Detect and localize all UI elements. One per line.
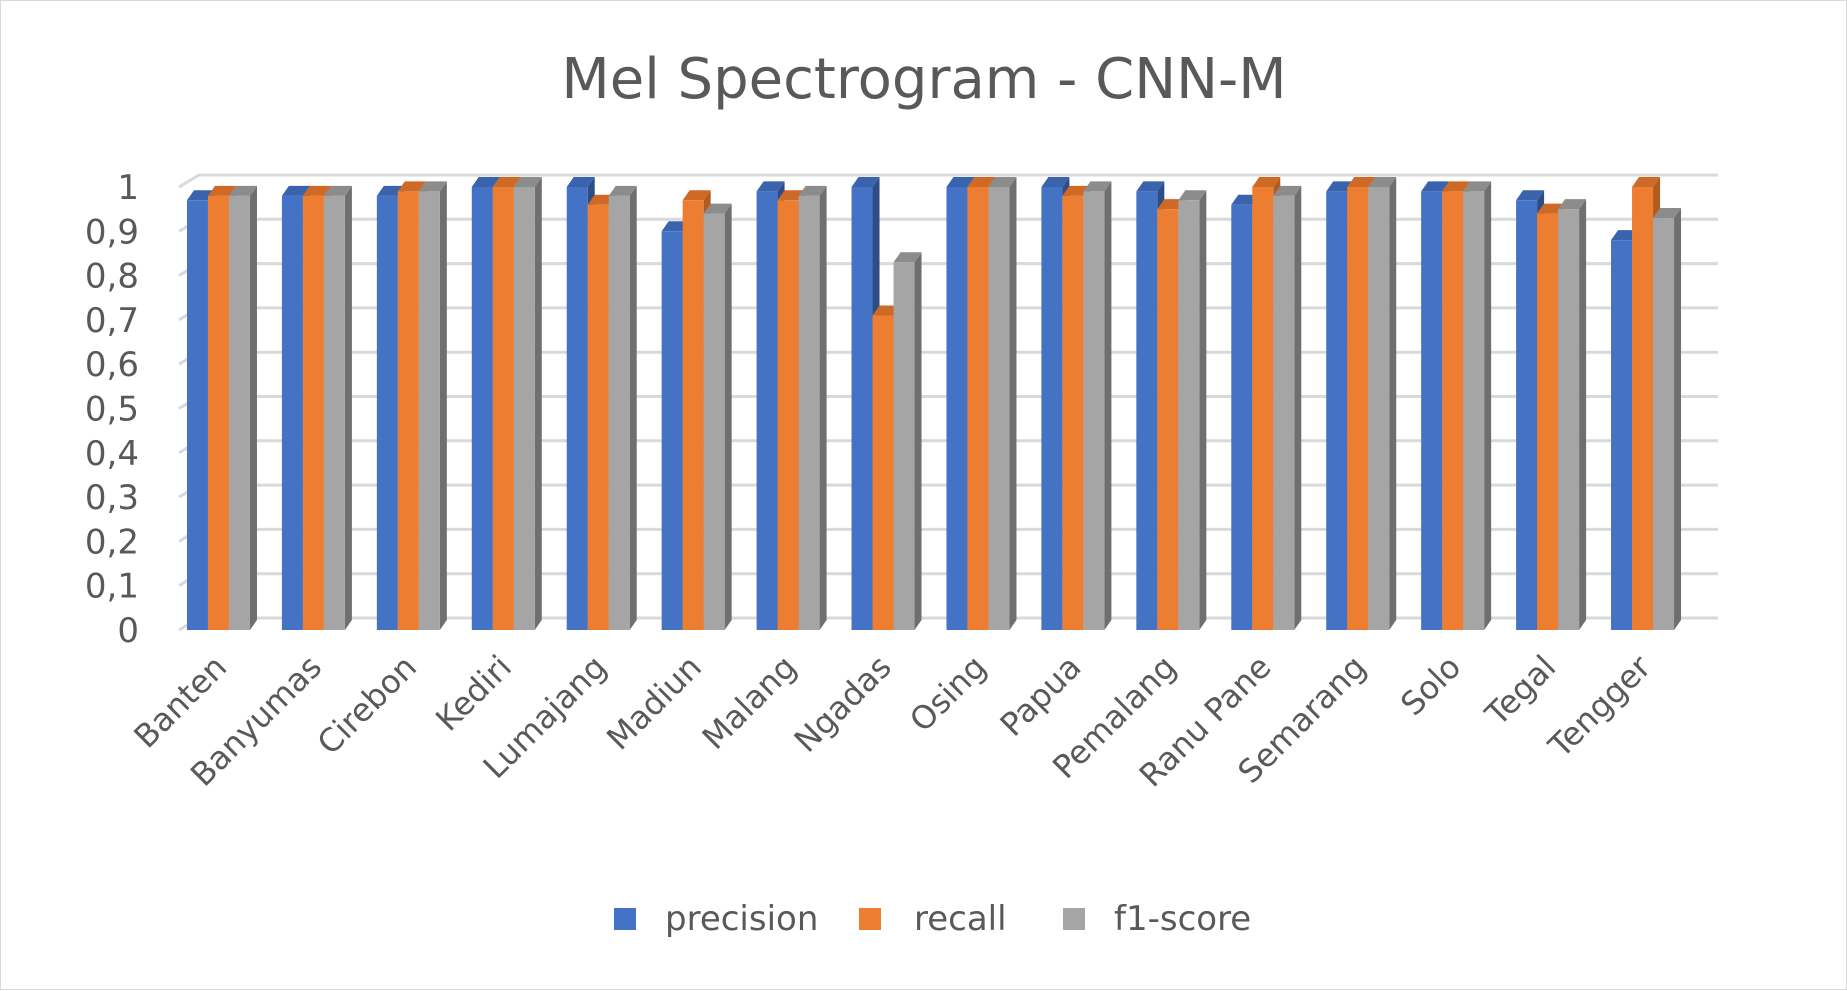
y-tick-label: 0,2 bbox=[85, 522, 139, 562]
x-tick-label: Kediri bbox=[428, 648, 519, 739]
y-axis-ticks: 00,1 0,20,30,40,5 0,60,70,8 0,91 bbox=[85, 168, 139, 651]
legend-label: f1-score bbox=[1114, 899, 1251, 939]
legend-label: precision bbox=[665, 899, 818, 939]
y-tick-label: 0 bbox=[117, 611, 139, 651]
y-tick-label: 0,4 bbox=[85, 434, 139, 474]
bar bbox=[1273, 185, 1302, 631]
x-tick-label: Malang bbox=[695, 648, 804, 757]
x-tick-label: Ngadas bbox=[787, 648, 899, 760]
legend-label: recall bbox=[914, 899, 1007, 939]
gridline bbox=[178, 173, 1718, 189]
bars bbox=[186, 177, 1682, 631]
x-tick-label: Osing bbox=[902, 648, 993, 739]
bar bbox=[1558, 199, 1587, 630]
x-tick-label: Tegal bbox=[1477, 648, 1563, 734]
bar bbox=[513, 177, 542, 630]
x-tick-label: Madiun bbox=[599, 648, 709, 758]
chart-title: Mel Spectrogram - CNN-M bbox=[561, 47, 1286, 112]
x-tick-label: Solo bbox=[1393, 648, 1468, 723]
bar bbox=[418, 181, 447, 630]
legend-swatch bbox=[859, 908, 881, 930]
y-tick-label: 0,6 bbox=[85, 345, 139, 385]
bar bbox=[988, 177, 1017, 630]
bar bbox=[1463, 181, 1492, 630]
bar bbox=[1083, 181, 1112, 630]
legend-swatch bbox=[1063, 908, 1085, 930]
bar bbox=[1178, 190, 1207, 631]
bar bbox=[323, 185, 352, 631]
y-tick-label: 0,3 bbox=[85, 478, 139, 518]
bar bbox=[608, 185, 637, 631]
x-tick-label: Cirebon bbox=[310, 648, 424, 762]
y-tick-label: 0,5 bbox=[85, 390, 139, 430]
y-tick-label: 0,1 bbox=[85, 567, 139, 607]
bar bbox=[228, 185, 257, 631]
legend-swatch bbox=[614, 908, 636, 930]
bar bbox=[703, 203, 732, 630]
bar bbox=[893, 252, 922, 630]
x-tick-label: Tengger bbox=[1540, 647, 1658, 765]
bar bbox=[1653, 208, 1682, 630]
y-tick-label: 0,8 bbox=[85, 257, 139, 297]
y-tick-label: 1 bbox=[117, 168, 139, 208]
y-tick-label: 0,7 bbox=[85, 301, 139, 341]
y-tick-label: 0,9 bbox=[85, 212, 139, 252]
bar bbox=[798, 185, 827, 631]
bar bbox=[1368, 177, 1397, 630]
legend: precision recall f1-score bbox=[614, 899, 1251, 939]
